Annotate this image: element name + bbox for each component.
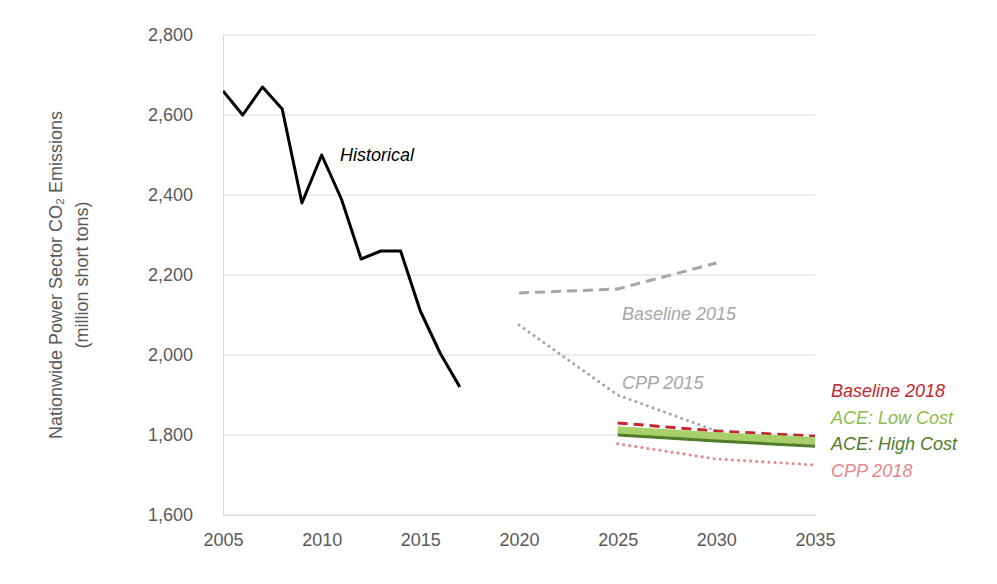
y-tick: 1,800 [148,425,223,445]
y-axis-title-line: Nationwide Power Sector CO₂ Emissions [46,111,66,439]
x-tick-label: 2035 [795,530,835,550]
x-tick: 2030 [697,515,737,550]
y-axis-line [223,36,224,516]
series-label: Baseline 2015 [622,304,737,324]
series-label: Baseline 2018 [831,381,945,401]
y-axis: 1,600 1,800 2,000 2,200 2,400 2,600 2,800 [148,25,224,525]
y-tick: 1,600 [148,505,223,525]
series-label: CPP 2015 [622,373,704,393]
plot: 1,6001,8002,0002,2002,4002,6002,80020052… [148,25,836,550]
y-axis-title-line: (million short tons) [72,201,92,348]
x-tick: 2015 [401,515,441,550]
y-tick: 2,200 [148,265,223,285]
x-tick-label: 2020 [499,530,539,550]
series-label: ACE: Low Cost [830,408,954,428]
y-axis-title: Nationwide Power Sector CO₂ Emissions (mi… [46,111,92,439]
y-tick: 2,600 [148,105,223,125]
series-line [618,435,815,446]
grid-line [223,115,815,116]
series-label: Historical [340,145,415,165]
grid-line [223,195,815,196]
y-tick-label: 2,800 [148,25,193,45]
y-tick-label: 2,200 [148,265,193,285]
grid-line [223,35,815,36]
x-tick-label: 2010 [302,530,342,550]
x-tick: 2005 [203,515,243,550]
x-tick-label: 2025 [598,530,638,550]
grid [223,35,815,515]
grid-line [223,275,815,276]
x-tick-label: 2015 [401,530,441,550]
series-line [618,444,815,465]
x-axis: 2005 2010 2015 2020 2025 2030 2035 [203,515,835,550]
series-label: CPP 2018 [831,461,912,481]
x-axis-line [224,515,816,516]
grid-line [223,355,815,356]
x-tick: 2010 [302,515,342,550]
x-tick: 2020 [499,515,539,550]
series-line [519,325,716,431]
series-line [223,87,460,387]
x-tick-label: 2005 [203,530,243,550]
y-tick-label: 1,800 [148,425,193,445]
chart: 1,6001,8002,0002,2002,4002,6002,80020052… [0,0,997,584]
y-tick-label: 2,000 [148,345,193,365]
x-tick: 2025 [598,515,638,550]
series-labels: Historical Baseline 2015 CPP 2015 Baseline … [340,145,958,481]
y-tick: 2,800 [148,25,223,45]
lines [223,87,815,465]
x-tick: 2035 [795,515,835,550]
y-tick-label: 2,400 [148,185,193,205]
y-tick-label: 1,600 [148,505,193,525]
grid-line [223,515,815,516]
series-label: ACE: High Cost [830,434,958,454]
series-line [519,263,716,293]
y-tick: 2,400 [148,185,223,205]
x-tick-label: 2030 [697,530,737,550]
y-tick-label: 2,600 [148,105,193,125]
y-tick: 2,000 [148,345,223,365]
